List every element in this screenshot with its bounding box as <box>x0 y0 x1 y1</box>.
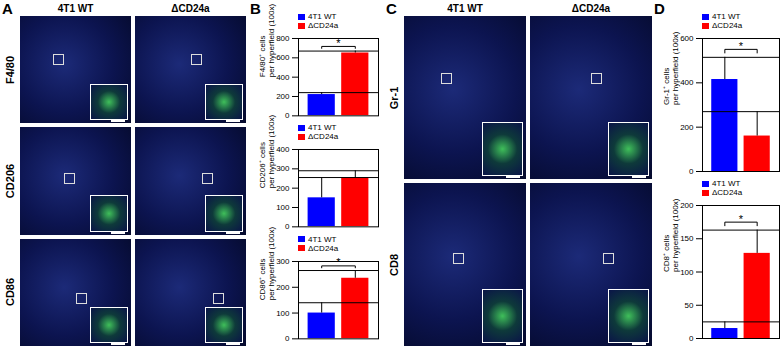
html-text:4T1 WT: 4T1 WT <box>712 179 741 188</box>
svg-text:CD86⁺ cellsper hyperfield (100: CD86⁺ cellsper hyperfield (100x) <box>258 226 276 300</box>
html-text:CD8: CD8 <box>388 253 400 276</box>
html-text:CD86: CD86 <box>4 278 16 307</box>
svg-text:200: 200 <box>680 201 694 210</box>
svg-text:F4/80⁺ cellsper hyperfield (10: F4/80⁺ cellsper hyperfield (100x) <box>258 4 276 78</box>
svg-text:200: 200 <box>276 282 290 291</box>
svg-text:400: 400 <box>276 145 290 154</box>
svg-text:200: 200 <box>276 92 290 101</box>
svg-text:0: 0 <box>689 167 694 176</box>
html-text:ΔCD24a: ΔCD24a <box>308 132 339 142</box>
html-text:4T1 WT: 4T1 WT <box>308 234 337 244</box>
html-text:Gr-1: Gr-1 <box>388 86 400 109</box>
svg-text:*: * <box>336 256 341 268</box>
html-text:4T1 WT: 4T1 WT <box>447 3 483 14</box>
html-text:4T1 WT: 4T1 WT <box>712 12 741 21</box>
svg-text:*: * <box>739 40 744 52</box>
html-text:ΔCD24a: ΔCD24a <box>308 243 339 253</box>
html-text:A: A <box>2 0 13 17</box>
svg-text:0: 0 <box>285 111 290 120</box>
html-text:ΔCD24a: ΔCD24a <box>712 188 743 197</box>
html-text:D: D <box>654 0 665 17</box>
html-text:C: C <box>386 0 397 17</box>
html-text:CD206: CD206 <box>4 163 16 199</box>
svg-text:Gr-1⁺ cellsper hyperfield (100: Gr-1⁺ cellsper hyperfield (100x) <box>662 31 680 105</box>
svg-text:200: 200 <box>276 184 290 193</box>
html-text:ΔCD24a: ΔCD24a <box>571 3 611 14</box>
html-text:4T1 WT: 4T1 WT <box>57 3 94 14</box>
html-text:4T1 WT: 4T1 WT <box>308 12 337 21</box>
svg-text:600: 600 <box>276 53 290 62</box>
html-text:F4/80: F4/80 <box>4 55 16 84</box>
svg-text:200: 200 <box>680 123 694 132</box>
svg-text:400: 400 <box>680 78 694 87</box>
html-text:B: B <box>250 0 261 17</box>
svg-text:300: 300 <box>276 257 290 266</box>
svg-text:0: 0 <box>285 223 290 232</box>
svg-text:CD206⁺ cellsper hyperfield (10: CD206⁺ cellsper hyperfield (100x) <box>258 115 276 189</box>
html-text:ΔCD24a: ΔCD24a <box>712 21 743 30</box>
svg-text:*: * <box>336 37 341 49</box>
svg-text:50: 50 <box>685 301 694 310</box>
html-text:4T1 WT: 4T1 WT <box>308 123 337 133</box>
svg-text:600: 600 <box>680 34 694 43</box>
svg-text:800: 800 <box>276 34 290 43</box>
svg-text:0: 0 <box>689 334 694 343</box>
svg-text:100: 100 <box>276 203 290 212</box>
svg-text:150: 150 <box>680 234 694 243</box>
svg-text:300: 300 <box>276 165 290 174</box>
svg-text:100: 100 <box>276 308 290 317</box>
html-text:ΔCD24a: ΔCD24a <box>308 21 339 30</box>
svg-text:*: * <box>739 213 744 225</box>
html-text:ΔCD24a: ΔCD24a <box>171 3 210 14</box>
svg-text:CD8⁺ cellsper hyperfield (100x: CD8⁺ cellsper hyperfield (100x) <box>662 198 680 272</box>
svg-text:0: 0 <box>285 334 290 343</box>
svg-text:100: 100 <box>680 268 694 277</box>
svg-text:400: 400 <box>276 73 290 82</box>
